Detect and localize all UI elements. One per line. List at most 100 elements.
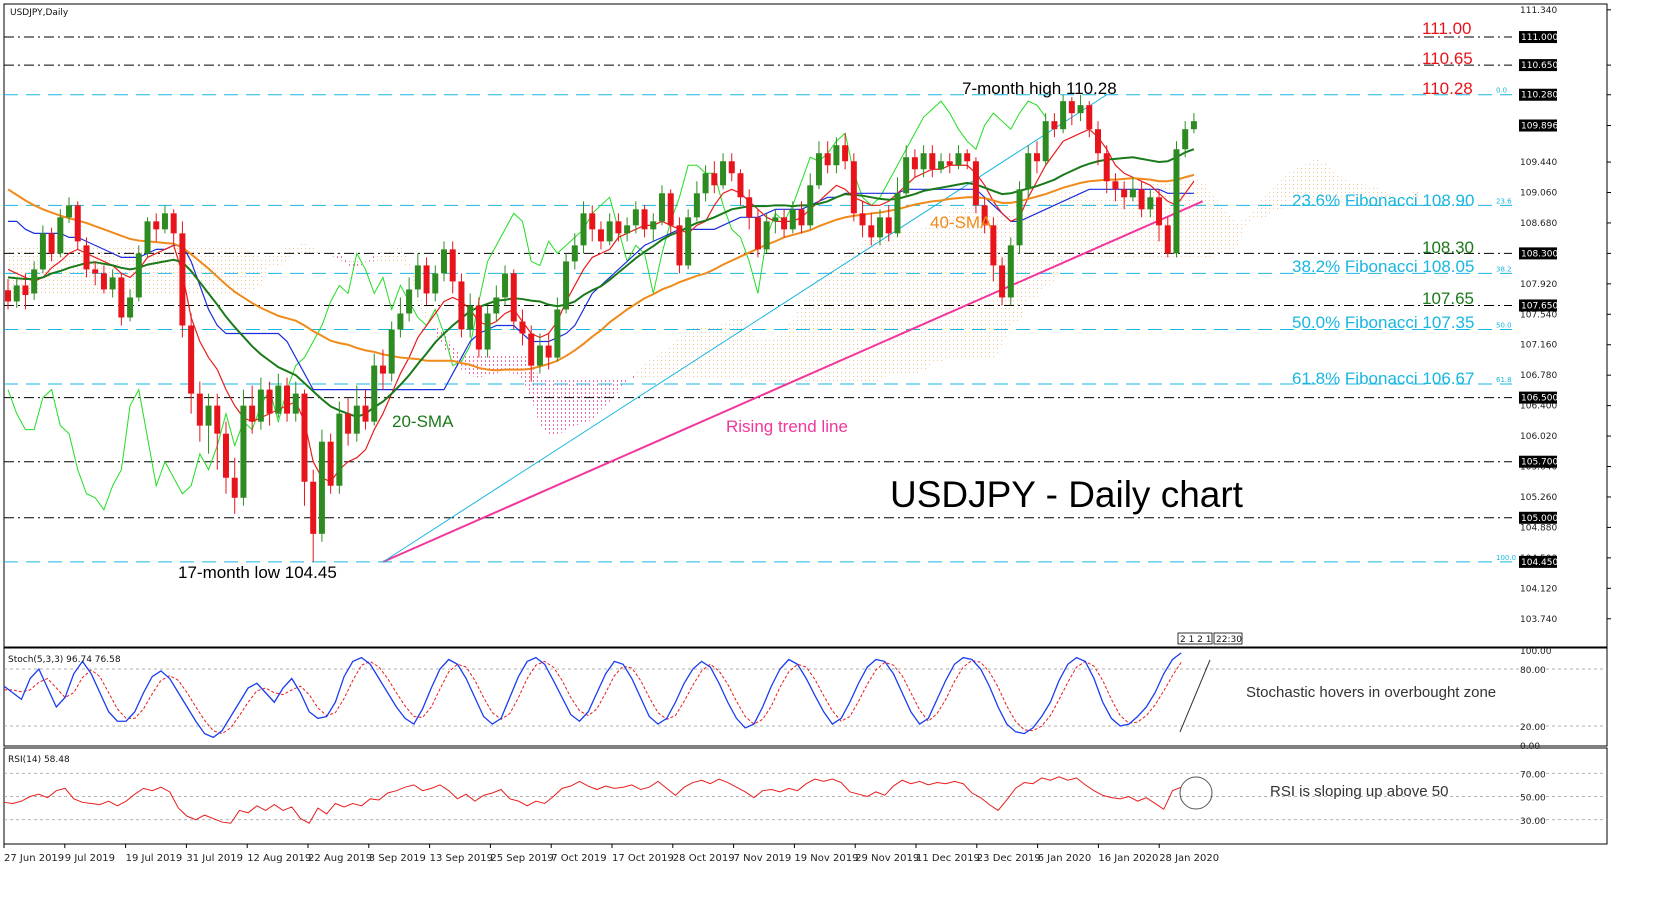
- candle-body-22: [196, 393, 203, 426]
- cloud-segment-135: [1185, 177, 1194, 258]
- price-tick-label-8: 107.920: [1520, 280, 1557, 290]
- price-tick-label-16: 104.880: [1520, 523, 1557, 533]
- cloud-segment-41: [365, 255, 375, 264]
- price-tick-label-18: 104.120: [1520, 584, 1557, 594]
- sma40-label: 40-SMA: [930, 213, 992, 232]
- rsi-note: RSI is sloping up above 50: [1270, 783, 1448, 800]
- cloud-segment-137: [1202, 181, 1212, 258]
- candle-body-123: [1077, 105, 1084, 114]
- cloud-segment-72: [635, 363, 645, 380]
- candle-body-57: [502, 273, 509, 298]
- cloud-segment-149: [1307, 159, 1316, 201]
- cloud-segment-54: [478, 355, 488, 378]
- cloud-segment-55: [487, 355, 497, 376]
- level-label-107-65: 107.65: [1422, 289, 1474, 308]
- candle-body-29: [257, 389, 264, 422]
- candle-body-103: [903, 157, 910, 194]
- cloud-segment-38: [339, 253, 349, 266]
- level-label-110-28: 110.28: [1422, 79, 1473, 98]
- price-tick-label-0: 111.340: [1520, 6, 1557, 16]
- cloud-segment-44: [391, 245, 401, 262]
- candle-body-88: [772, 217, 779, 222]
- cloud-segment-48: [426, 313, 436, 334]
- cloud-segment-102: [897, 229, 907, 374]
- cloud-segment-141: [1237, 219, 1247, 248]
- cloud-segment-64: [566, 379, 575, 430]
- cloud-segment-143: [1254, 197, 1264, 220]
- cloud-segment-121: [1063, 191, 1072, 264]
- candle-body-136: [1190, 121, 1197, 130]
- price-tick-label-11: 106.780: [1520, 371, 1557, 381]
- candle-body-15: [135, 253, 142, 298]
- cloud-segment-58: [513, 355, 523, 380]
- candle-body-16: [144, 221, 151, 254]
- cloud-segment-7: [69, 245, 78, 295]
- cloud-segment-5: [51, 245, 61, 295]
- cloud-segment-92: [810, 275, 819, 382]
- candle-body-128: [1121, 189, 1128, 198]
- candle-body-108: [946, 161, 953, 166]
- candle-body-27: [240, 405, 247, 498]
- candle-body-75: [659, 193, 665, 222]
- cloud-segment-148: [1298, 163, 1308, 201]
- cloud-segment-59: [522, 355, 532, 398]
- cloud-segment-77: [679, 329, 689, 380]
- fib-label-50: 50.0% Fibonacci 107.35: [1292, 313, 1474, 332]
- cloud-segment-26: [234, 245, 244, 295]
- cloud-segment-157: [1377, 187, 1386, 201]
- cloud-segment-144: [1263, 187, 1273, 220]
- candle-body-86: [754, 217, 761, 250]
- fib-tag-7: 50.0: [1496, 322, 1512, 330]
- candle-body-135: [1182, 129, 1189, 150]
- cloud-segment-31: [278, 247, 288, 268]
- candle-body-110: [964, 153, 971, 162]
- cloud-segment-128: [1124, 187, 1133, 258]
- candle-body-12: [109, 277, 116, 290]
- rsi-line: [3, 776, 1182, 824]
- candle-body-79: [693, 193, 700, 218]
- candle-body-114: [999, 265, 1006, 298]
- cloud-segment-17: [156, 245, 165, 295]
- cloud-segment-57: [505, 355, 514, 374]
- cloud-segment-109: [958, 205, 968, 358]
- cloud-segment-108: [949, 205, 959, 358]
- candle-body-99: [868, 225, 875, 238]
- price-tick-label-5: 109.060: [1520, 188, 1557, 198]
- cloud-segment-104: [914, 227, 924, 374]
- stoch-tick-label-1: 80.00: [1520, 666, 1546, 676]
- cloud-segment-111: [975, 209, 985, 358]
- candle-body-33: [292, 393, 299, 414]
- cloud-segment-103: [906, 229, 915, 374]
- cloud-segment-69: [609, 379, 619, 402]
- candle-body-54: [475, 305, 482, 350]
- candle-body-52: [458, 281, 465, 330]
- rsi-tick-label-2: 30.00: [1520, 817, 1546, 827]
- cloud-segment-89: [784, 317, 793, 384]
- candle-body-90: [789, 209, 796, 230]
- cloud-segment-87: [766, 337, 776, 384]
- cloud-segment-118: [1036, 201, 1046, 298]
- cloud-segment-63: [557, 379, 567, 436]
- candle-body-20: [179, 233, 186, 326]
- price-tick-label-4: 109.440: [1520, 158, 1557, 168]
- cloud-segment-67: [592, 379, 601, 420]
- cloud-segment-101: [888, 229, 898, 374]
- rising-trend-line: [382, 200, 1204, 563]
- candle-body-80: [702, 173, 709, 194]
- sma20-label: 20-SMA: [392, 412, 454, 431]
- candle-body-122: [1068, 101, 1075, 114]
- rsi-highlight-circle: [1179, 776, 1213, 810]
- candle-body-7: [66, 205, 73, 218]
- cloud-segment-24: [217, 245, 226, 295]
- candle-body-50: [441, 249, 447, 274]
- cloud-segment-30: [269, 250, 279, 268]
- candle-body-81: [711, 173, 718, 186]
- cloud-segment-156: [1368, 185, 1378, 201]
- level-label-110-65: 110.65: [1422, 49, 1473, 68]
- candle-body-113: [990, 225, 997, 266]
- stochastic-panel-frame: [3, 647, 1608, 747]
- cloud-segment-22: [199, 245, 209, 295]
- candle-body-104: [911, 157, 918, 170]
- time-box: [1213, 632, 1243, 645]
